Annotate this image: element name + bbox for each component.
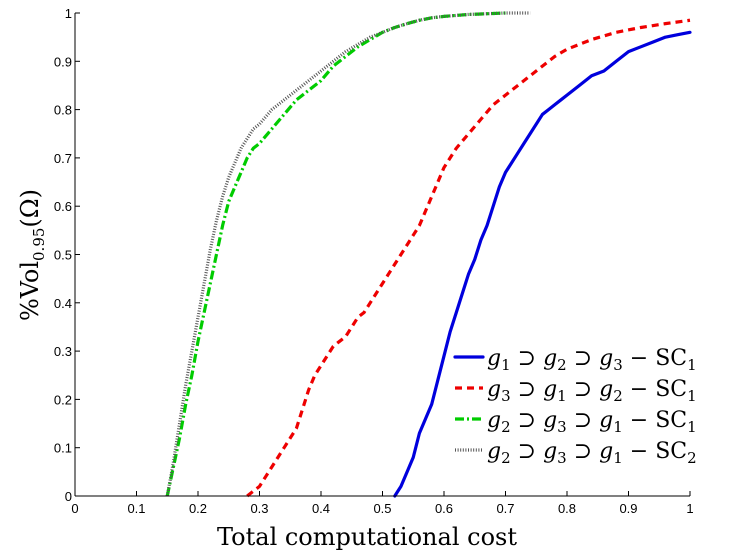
y-axis-title-suffix: (Ω) (16, 189, 44, 228)
legend-subscript: 2 (613, 387, 623, 405)
legend-subscript: 2 (557, 356, 567, 374)
x-tick-label: 0.1 (127, 501, 145, 516)
legend-label-4: g2 ⊃ g3 ⊃ g1 − SC2 (487, 439, 697, 467)
legend-text-part: ⊃ (511, 408, 543, 433)
legend-text-part: g (487, 408, 501, 433)
legend-label-2: g3 ⊃ g1 ⊃ g2 − SC1 (487, 377, 697, 405)
series-line-4 (165, 11, 531, 497)
legend-text-part: g (543, 346, 557, 371)
legend-text-part: g (599, 346, 613, 371)
y-axis-title-subscript: 0.95 (30, 228, 48, 261)
x-axis-title: Total computational cost (217, 523, 517, 551)
y-tick-label: 0.1 (54, 441, 72, 456)
x-tick-label: 0.2 (189, 501, 207, 516)
legend-text-part: SC (655, 408, 687, 433)
legend-text-part: ⊃ (511, 439, 543, 464)
series-line-3 (165, 11, 506, 497)
legend-subscript: 1 (687, 418, 697, 436)
x-tick-label: 0.6 (435, 501, 453, 516)
legend-text-part: ⊃ (567, 377, 599, 402)
legend-text-part: g (543, 408, 557, 433)
x-tick-label: 0.5 (373, 501, 391, 516)
y-axis-title-main: %Vol (16, 261, 44, 321)
legend-text-part: ⊃ (567, 346, 599, 371)
ticks-layer: 0 0.1 0.2 0.3 0.4 0.5 0.6 0.7 0.8 0.9 1 0 0.1 0.2 0.3 0… (54, 6, 694, 516)
legend-subscript: 1 (613, 418, 623, 436)
series-layer (165, 11, 692, 498)
legend-subscript: 2 (501, 418, 511, 436)
legend-text-part: ⊃ (511, 377, 543, 402)
legend-text-part: ⊃ (511, 346, 543, 371)
legend-subscript: 3 (613, 356, 623, 374)
y-tick-label: 0.8 (54, 103, 72, 118)
legend-subscript: 2 (501, 449, 511, 467)
legend-subscript: 1 (501, 356, 511, 374)
x-tick-label: 0.8 (558, 501, 576, 516)
y-tick-label: 0.6 (54, 199, 72, 214)
x-tick-label: 0 (71, 501, 78, 516)
legend-text-part: g (599, 408, 613, 433)
legend-label-3: g2 ⊃ g3 ⊃ g1 − SC1 (487, 408, 697, 436)
legend-text-part: SC (655, 346, 687, 371)
y-tick-label: 0.7 (54, 151, 72, 166)
legend-text-part: ⊃ (567, 408, 599, 433)
y-tick-label: 0.5 (54, 248, 72, 263)
series-line-1 (393, 30, 692, 498)
legend-subscript: 2 (687, 449, 697, 467)
legend-subscript: 1 (687, 356, 697, 374)
legend-subscript: 1 (613, 449, 623, 467)
legend-text-part: − (623, 377, 655, 402)
legend-text-part: − (623, 439, 655, 464)
x-tick-label: 0.4 (312, 501, 330, 516)
y-tick-label: 1 (65, 6, 72, 21)
legend-text-part: SC (655, 377, 687, 402)
y-tick-label: 0.4 (54, 296, 72, 311)
legend-subscript: 1 (557, 387, 567, 405)
x-tick-label: 0.7 (496, 501, 514, 516)
series-line-2 (246, 18, 691, 498)
y-tick-label: 0.3 (54, 344, 72, 359)
y-tick-label: 0 (65, 489, 72, 504)
legend-text-part: SC (655, 439, 687, 464)
y-tick-label: 0.9 (54, 54, 72, 69)
legend-label-1: g1 ⊃ g2 ⊃ g3 − SC1 (487, 346, 697, 374)
legend-subscript: 3 (557, 449, 567, 467)
legend-text-part: g (543, 439, 557, 464)
legend-subscript: 3 (557, 418, 567, 436)
legend-text-part: g (599, 377, 613, 402)
legend-subscript: 1 (687, 387, 697, 405)
legend-subscript: 3 (501, 387, 511, 405)
legend-text-part: g (543, 377, 557, 402)
legend-text-part: ⊃ (567, 439, 599, 464)
legend-text-part: − (623, 346, 655, 371)
legend-text-part: g (599, 439, 613, 464)
x-tick-label: 0.3 (250, 501, 268, 516)
legend-text-part: − (623, 408, 655, 433)
y-tick-label: 0.2 (54, 392, 72, 407)
legend-text-part: g (487, 346, 501, 371)
x-tick-label: 0.9 (619, 501, 637, 516)
legend-text-part: g (487, 377, 501, 402)
legend-text-part: g (487, 439, 501, 464)
y-axis-title: %Vol0.95(Ω) (16, 189, 48, 321)
x-tick-label: 1 (686, 501, 693, 516)
